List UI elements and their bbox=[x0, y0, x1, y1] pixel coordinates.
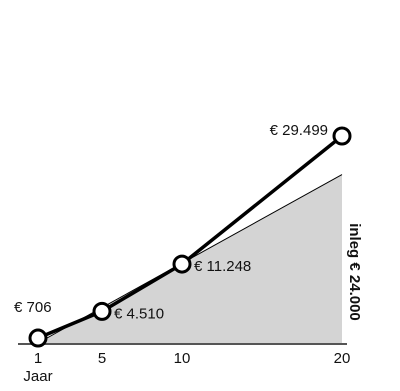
data-label-1: € 706 bbox=[14, 299, 52, 316]
x-tick-label-4: 20 bbox=[334, 350, 351, 367]
data-label-2: € 4.510 bbox=[114, 305, 164, 322]
x-axis-title: Jaar bbox=[23, 368, 52, 385]
value-line bbox=[37, 134, 344, 340]
data-point-4 bbox=[332, 126, 352, 146]
x-tick-label-3: 10 bbox=[174, 350, 191, 367]
data-label-3: € 11.248 bbox=[194, 258, 251, 275]
data-label-4: € 29.499 bbox=[270, 122, 328, 139]
x-tick-label-1: 1 bbox=[34, 350, 42, 367]
data-point-1 bbox=[28, 328, 48, 348]
data-point-2 bbox=[92, 301, 112, 321]
data-point-3 bbox=[172, 254, 192, 274]
x-tick-label-2: 5 bbox=[98, 350, 106, 367]
deposit-label: inleg € 24.000 bbox=[346, 223, 363, 321]
